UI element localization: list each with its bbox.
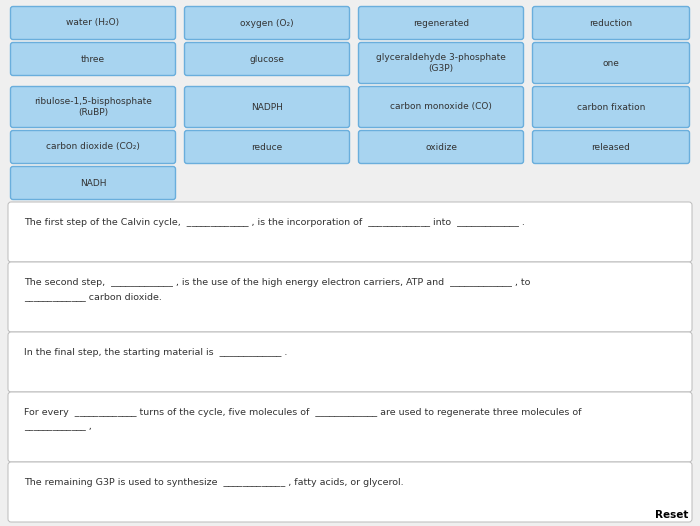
Text: The first step of the Calvin cycle,  _____________ , is the incorporation of  __: The first step of the Calvin cycle, ____…: [24, 218, 525, 227]
FancyBboxPatch shape: [8, 262, 692, 332]
FancyBboxPatch shape: [533, 43, 690, 84]
FancyBboxPatch shape: [533, 6, 690, 39]
Text: carbon monoxide (CO): carbon monoxide (CO): [390, 103, 492, 112]
Text: water (H₂O): water (H₂O): [66, 18, 120, 27]
FancyBboxPatch shape: [8, 332, 692, 392]
FancyBboxPatch shape: [358, 130, 524, 164]
Text: Reset: Reset: [654, 510, 688, 520]
FancyBboxPatch shape: [358, 43, 524, 84]
Text: glyceraldehyde 3-phosphate
(G3P): glyceraldehyde 3-phosphate (G3P): [376, 53, 506, 73]
Text: regenerated: regenerated: [413, 18, 469, 27]
FancyBboxPatch shape: [185, 86, 349, 127]
Text: reduce: reduce: [251, 143, 283, 151]
Text: NADH: NADH: [80, 178, 106, 187]
Text: reduction: reduction: [589, 18, 633, 27]
FancyBboxPatch shape: [8, 392, 692, 462]
FancyBboxPatch shape: [185, 6, 349, 39]
Text: ribulose-1,5-bisphosphate
(RuBP): ribulose-1,5-bisphosphate (RuBP): [34, 97, 152, 117]
Text: carbon fixation: carbon fixation: [577, 103, 645, 112]
Text: The remaining G3P is used to synthesize  _____________ , fatty acids, or glycero: The remaining G3P is used to synthesize …: [24, 478, 404, 487]
Text: glucose: glucose: [250, 55, 284, 64]
FancyBboxPatch shape: [8, 202, 692, 262]
FancyBboxPatch shape: [185, 130, 349, 164]
FancyBboxPatch shape: [10, 130, 176, 164]
Text: NADPH: NADPH: [251, 103, 283, 112]
FancyBboxPatch shape: [8, 462, 692, 522]
Text: released: released: [592, 143, 631, 151]
Text: oxygen (O₂): oxygen (O₂): [240, 18, 294, 27]
FancyBboxPatch shape: [533, 130, 690, 164]
Text: For every  _____________ turns of the cycle, five molecules of  _____________ ar: For every _____________ turns of the cyc…: [24, 408, 582, 431]
FancyBboxPatch shape: [10, 6, 176, 39]
FancyBboxPatch shape: [10, 86, 176, 127]
FancyBboxPatch shape: [358, 86, 524, 127]
Text: carbon dioxide (CO₂): carbon dioxide (CO₂): [46, 143, 140, 151]
Text: one: one: [603, 58, 620, 67]
FancyBboxPatch shape: [358, 6, 524, 39]
FancyBboxPatch shape: [10, 167, 176, 199]
FancyBboxPatch shape: [185, 43, 349, 76]
Text: three: three: [81, 55, 105, 64]
FancyBboxPatch shape: [533, 86, 690, 127]
Text: The second step,  _____________ , is the use of the high energy electron carrier: The second step, _____________ , is the …: [24, 278, 531, 301]
Text: In the final step, the starting material is  _____________ .: In the final step, the starting material…: [24, 348, 288, 357]
FancyBboxPatch shape: [10, 43, 176, 76]
Text: oxidize: oxidize: [425, 143, 457, 151]
